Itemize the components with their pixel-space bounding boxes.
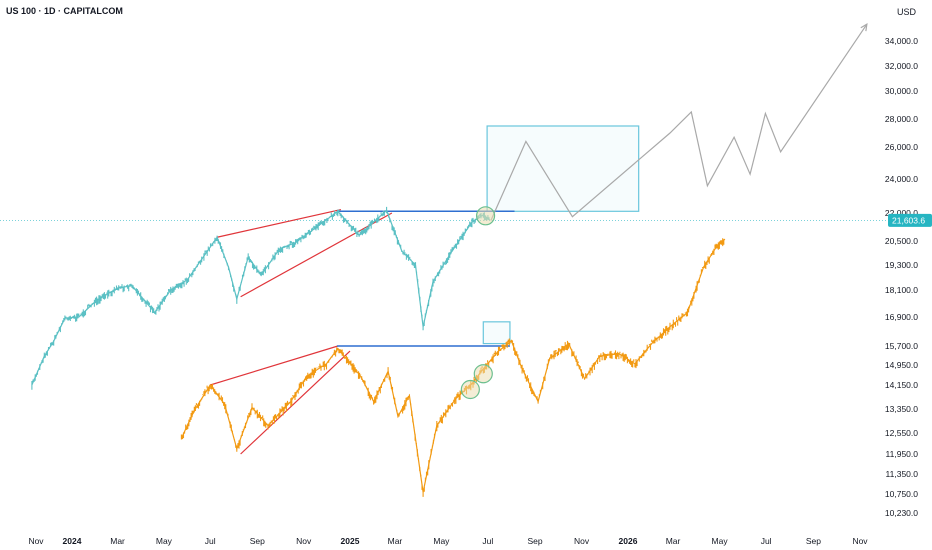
y-axis-tick-label: 10,750.0 [885, 489, 918, 499]
x-axis-tick-label: 2026 [619, 536, 638, 546]
x-axis-tick-label: Sep [806, 536, 821, 546]
x-axis-tick-label: Nov [296, 536, 312, 546]
chart-series [31, 206, 726, 497]
y-axis-tick-label: 22,000.0 [885, 208, 918, 218]
y-axis-tick-label: 16,900.0 [885, 312, 918, 322]
price-axis: 34,000.0 32,000.0 30,000.0 28,000.0 26,000.0… [885, 36, 918, 518]
lower-target-box [482, 321, 511, 345]
chart-drawings [210, 23, 868, 455]
lower-price-series-wicks [180, 238, 725, 497]
x-axis-tick-label: 2024 [63, 536, 82, 546]
y-axis-tick-label: 11,950.0 [886, 449, 919, 459]
lower-price-series-line [180, 238, 726, 493]
x-axis-tick-label: Mar [110, 536, 125, 546]
y-axis-tick-label: 32,000.0 [885, 61, 918, 71]
time-axis: Nov 2024 Mar May Jul Sep Nov 2025 Mar May Jul Sep No… [28, 536, 868, 546]
x-axis-tick-label: Sep [528, 536, 543, 546]
last-price-value: 21,603.6 [892, 215, 925, 225]
upper-wedge-line [216, 209, 342, 238]
currency-label: USD [896, 7, 916, 17]
y-axis-tick-label: 26,000.0 [885, 142, 918, 152]
x-axis-tick-label: Nov [574, 536, 590, 546]
x-axis-tick-label: Nov [852, 536, 868, 546]
x-axis-tick-label: May [156, 536, 173, 546]
y-axis-tick-label: 10,230.0 [885, 508, 918, 518]
x-axis-tick-label: Sep [250, 536, 265, 546]
y-axis-tick-label: 11,350.0 [886, 469, 919, 479]
y-axis-tick-label: 24,000.0 [885, 174, 918, 184]
x-axis-tick-label: Jul [205, 536, 216, 546]
upper-highlight-circle [475, 206, 496, 226]
lower-highlight-circle [460, 379, 480, 400]
last-price-tag-box [888, 213, 932, 227]
x-axis-tick-label: May [433, 536, 450, 546]
y-axis-tick-label: 15,700.0 [885, 341, 918, 351]
y-axis-tick-label: 18,100.0 [885, 285, 918, 295]
y-axis-tick-label: 14,150.0 [885, 380, 918, 390]
lower-highlight-circle [473, 364, 493, 384]
lower-wedge-line [210, 345, 339, 386]
y-axis-tick-label: 13,350.0 [885, 404, 918, 414]
x-axis-tick-label: Mar [388, 536, 403, 546]
x-axis-tick-label: 2025 [341, 536, 360, 546]
y-axis-tick-label: 14,950.0 [885, 360, 918, 370]
lower-wedge-line [240, 350, 351, 455]
y-axis-tick-label: 12,550.0 [885, 428, 918, 438]
projection-path [490, 23, 868, 221]
x-axis-tick-label: Mar [666, 536, 681, 546]
upper-target-box [486, 125, 640, 212]
y-axis-tick-label: 30,000.0 [885, 86, 918, 96]
y-axis-tick-label: 19,300.0 [885, 260, 918, 270]
x-axis-tick-label: Jul [482, 536, 493, 546]
upper-price-series-line [31, 209, 491, 386]
x-axis-tick-label: Jul [761, 536, 772, 546]
x-axis-tick-label: May [712, 536, 729, 546]
projection-arrowhead [860, 23, 868, 32]
y-axis-tick-label: 28,000.0 [885, 114, 918, 124]
y-axis-tick-label: 20,500.0 [885, 236, 918, 246]
chart-title: US 100 · 1D · CAPITALCOM [6, 6, 123, 16]
last-price-tag: 21,603.6 [888, 213, 932, 227]
y-axis-tick-label: 34,000.0 [885, 36, 918, 46]
x-axis-tick-label: Nov [28, 536, 44, 546]
